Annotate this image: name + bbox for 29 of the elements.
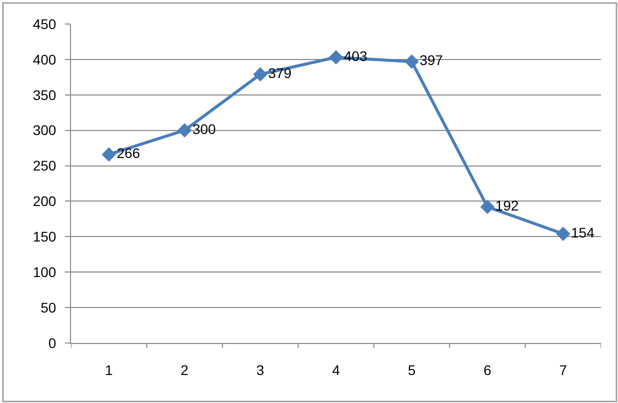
x-tick-label: 4 [332, 362, 340, 378]
y-tick-label: 250 [32, 158, 56, 174]
point [328, 50, 344, 64]
y-tick-label: 300 [32, 122, 56, 138]
x-tick-label: 3 [256, 362, 264, 378]
point [253, 67, 268, 82]
y-tick-label: 100 [32, 264, 56, 280]
x-tick-label: 2 [180, 362, 189, 378]
y-tick-label: 350 [32, 86, 56, 103]
x-tick-label: 1 [104, 362, 113, 378]
y-tick-label: 400 [32, 51, 56, 68]
data-label: 154 [571, 224, 595, 240]
data-label: 266 [116, 144, 140, 161]
point [404, 54, 419, 69]
y-tick-label: 50 [40, 299, 56, 316]
y-tick-label: 450 [32, 16, 56, 32]
point [480, 200, 495, 214]
y-tick-label: 0 [48, 334, 56, 351]
data-label: 300 [192, 120, 216, 137]
point [177, 123, 192, 138]
x-tick-label: 5 [408, 362, 416, 378]
point [102, 147, 116, 162]
y-tick-label: 200 [32, 193, 56, 210]
x-tick-label: 7 [559, 362, 568, 378]
y-tick-label: 150 [32, 228, 56, 245]
data-label: 397 [420, 52, 444, 68]
x-tick-label: 6 [484, 362, 492, 378]
data-label: 192 [495, 197, 519, 214]
point [556, 226, 570, 241]
